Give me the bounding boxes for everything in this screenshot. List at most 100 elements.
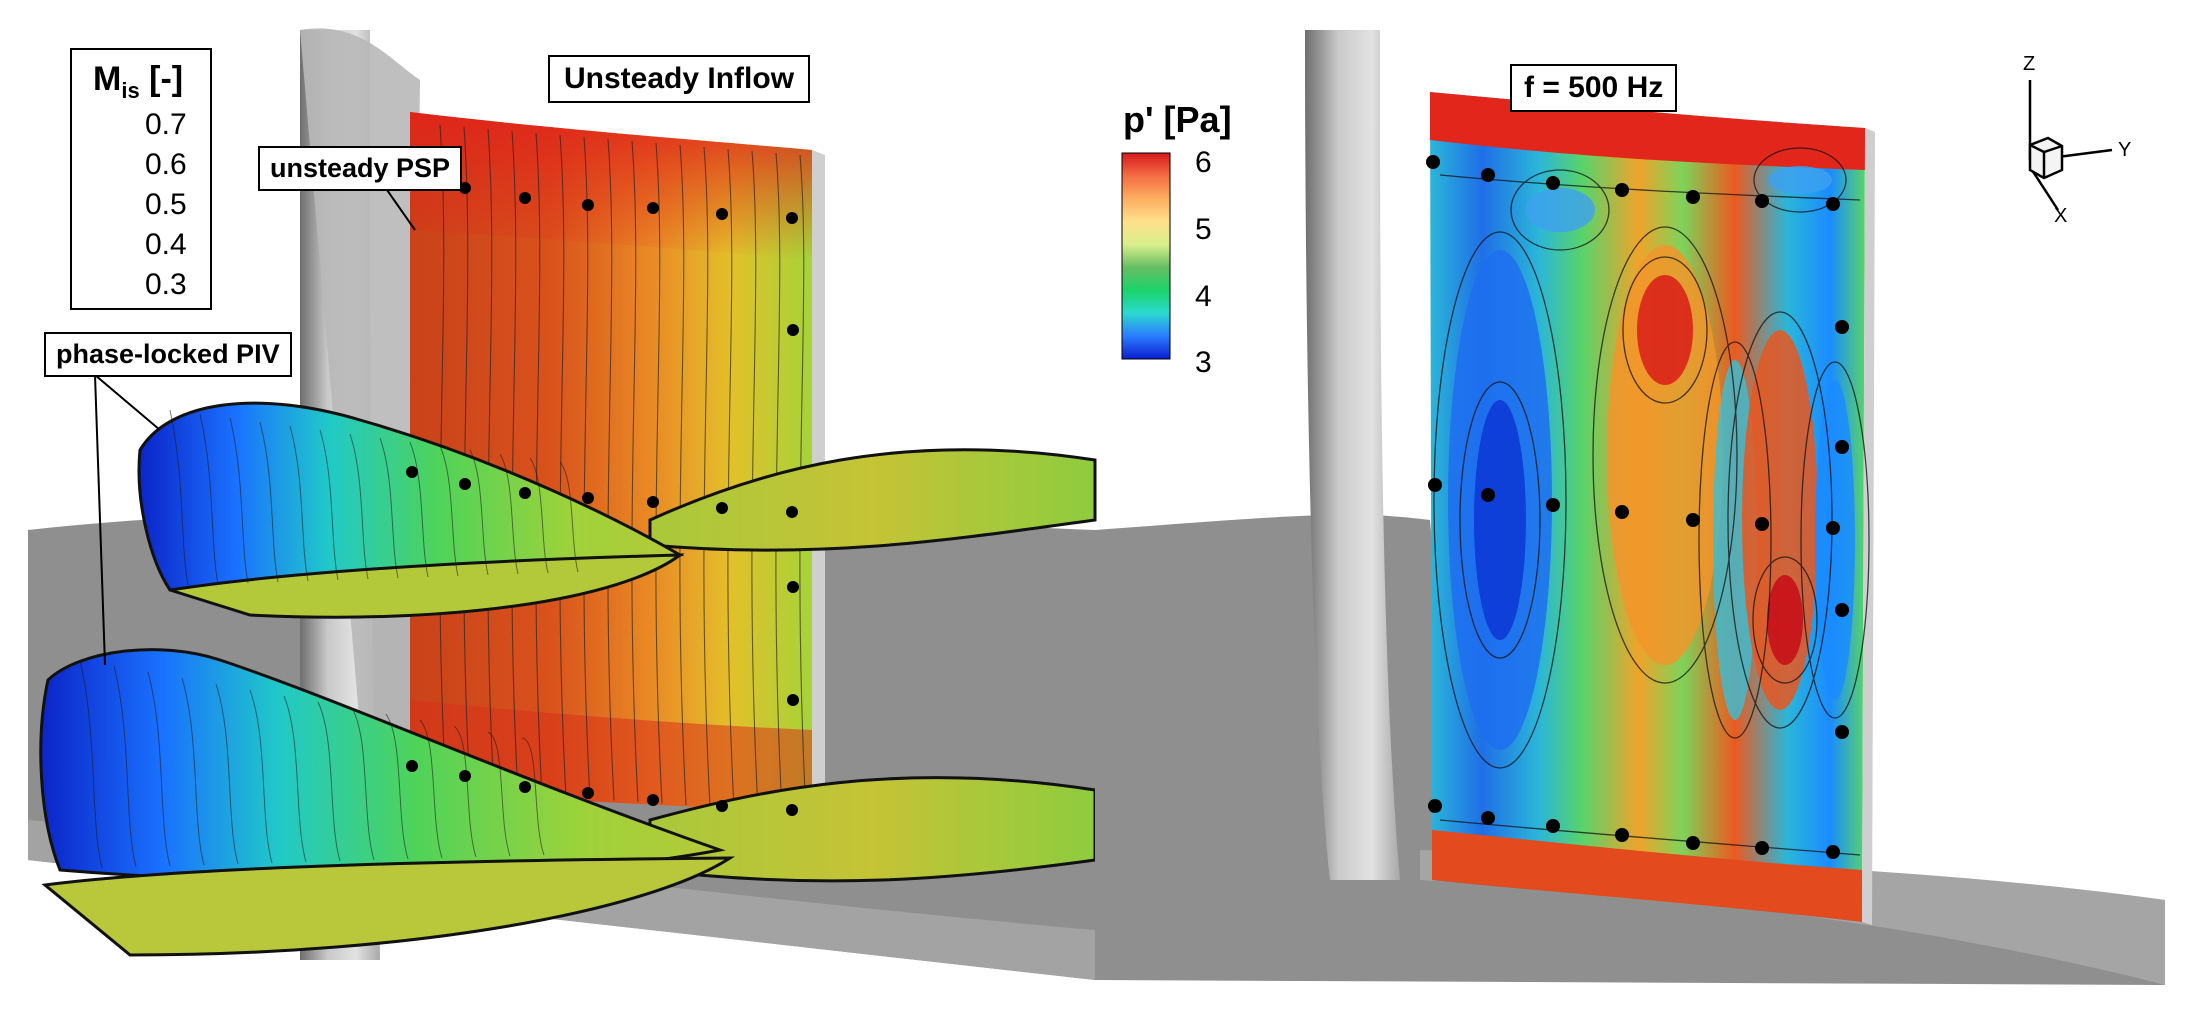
axis-cube [2028,136,2064,180]
psp-contour-line [679,144,687,806]
pressure-sensor-dot [1615,505,1629,519]
piv-plane-upper-lower [169,553,685,619]
piv-contour-line [409,441,429,578]
piv-contour-line [351,707,375,861]
pressure-blob [1525,188,1595,232]
psp-contour-line [511,130,519,795]
pressure-sensor-dot [1615,183,1629,197]
psp-contour-line [799,154,807,813]
psp-contour-line [631,140,639,803]
pressure-sensor-dot [1546,819,1560,833]
psp-contour-line [559,134,567,798]
piv-contour-line [319,429,339,581]
piv-contour-line [487,731,511,857]
psp-contour-line [535,132,543,797]
pressure-sensor-dot [1835,603,1849,617]
pressure-sensor-dot [1546,498,1560,512]
left-panel [28,28,1097,980]
mis-legend-title-main: M [93,60,122,98]
psp-contour-line [775,152,783,812]
p-colorbar [1121,152,1171,360]
axis-cube-face [2029,143,2063,178]
piv-contour-line [469,449,489,576]
right-psp-contours [1433,147,1870,856]
pressure-sensor-dot [582,492,594,504]
piv-contour-line [229,417,249,584]
axis-y-label: Y [2118,139,2132,161]
mis-tick-2: 0.5 [145,188,187,221]
pressure-contour-line [1622,256,1708,404]
p-tick-0: 6 [1195,146,1212,179]
mis-tick-0: 0.7 [145,108,187,141]
pressure-sensor-dot [786,212,798,224]
piv-contour-line [439,445,459,577]
pressure-contour-line [1459,381,1541,659]
pressure-contour-line [1433,231,1567,769]
pressure-contour-line [1800,361,1870,719]
pressure-sensor-dot [459,478,471,490]
piv-contour-line [199,413,219,585]
right-panel [1095,30,2165,985]
piv-leader-line-1 [94,374,161,431]
mis-tick-3: 0.4 [145,228,187,261]
pressure-sensor-dot [1428,799,1442,813]
left-panel-title: Unsteady Inflow [548,55,811,103]
pressure-sensor-dot [459,770,471,782]
piv-contours [79,409,579,869]
piv-plane-lower [39,648,726,882]
piv-contour-line [147,671,171,867]
pressure-sensor-dot [1835,725,1849,739]
mis-legend-title-unit: [-] [149,60,184,98]
pressure-sensor-dot [1428,478,1442,492]
mis-legend [70,48,212,310]
pressure-sensor-dot [519,487,531,499]
pressure-sensor-dot [1615,828,1629,842]
pressure-contour-line [1439,819,1861,856]
pressure-sensor-dot [787,324,799,336]
piv-contour-line [215,683,239,865]
psp-label: unsteady PSP [258,146,463,191]
piv-contour-line [419,719,443,859]
pressure-sensor-dot [1481,811,1495,825]
mis-legend-title: Mis [-] [93,60,184,102]
pressure-contour-line [1752,556,1818,684]
pressure-blob [1815,380,1855,700]
piv-contour-line [499,453,519,575]
pressure-sensor-dot [1826,845,1840,859]
pressure-blob [1607,245,1723,665]
pressure-blob [1767,575,1803,665]
pressure-sensor-dot [647,496,659,508]
pressure-contour-line [1753,147,1847,213]
psp-contour-line [751,150,759,810]
left-psp-contours [439,124,807,813]
pressure-sensor-dot [787,581,799,593]
pressure-sensor-dot [519,192,531,204]
piv-plane-upper-right [648,448,1097,552]
axis-x-label: X [2054,205,2068,227]
pressure-sensor-dot [786,804,798,816]
p-legend-title: p' [Pa] [1123,99,1232,140]
left-sensors [406,182,799,816]
p-tick-3: 3 [1195,346,1212,379]
piv-label: phase-locked PIV [44,332,292,377]
psp-contour-line [463,126,471,792]
psp-contour-line [703,146,711,807]
piv-contour-line [349,433,369,580]
piv-contour-line [181,677,205,866]
pressure-sensor-dot [716,800,728,812]
pressure-sensor-dot [1835,320,1849,334]
p-tick-1: 5 [1195,213,1212,246]
pressure-sensor-dot [786,506,798,518]
mis-tick-1: 0.6 [145,148,187,181]
right-psp-bottom-band [1432,830,1862,922]
pressure-sensor-dot [1755,841,1769,855]
piv-plane-lower-bottom [41,856,736,957]
pressure-sensor-dot [1826,521,1840,535]
piv-contour-line [453,725,477,858]
piv-leader-line-2 [94,374,106,666]
piv-contour-line [79,659,103,869]
right-panel-title: f = 500 Hz [1510,64,1678,112]
mis-legend-title-sub: is [121,78,140,103]
pressure-sensor-dot [1481,168,1495,182]
